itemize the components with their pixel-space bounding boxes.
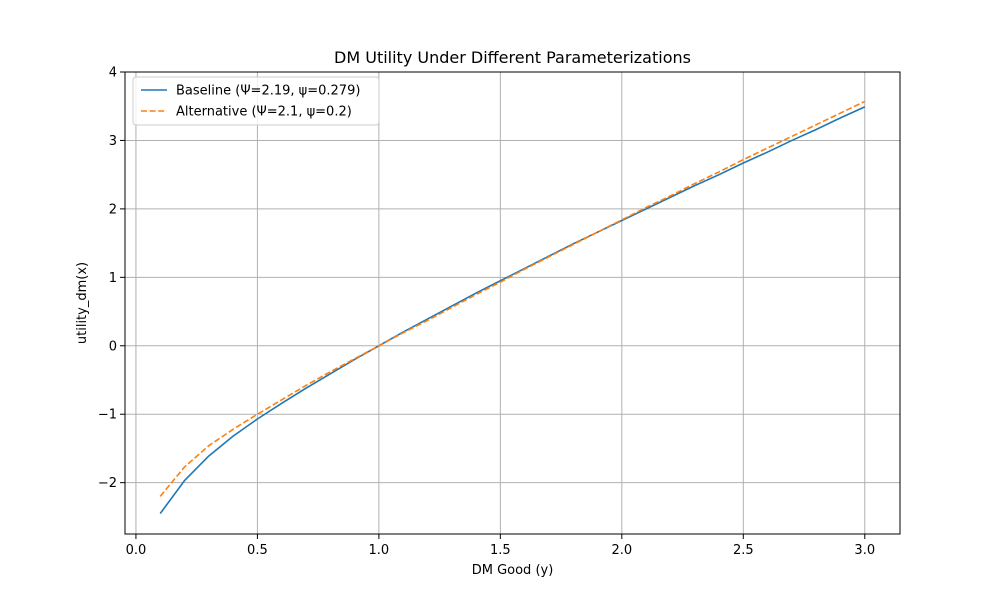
series-line-baseline: [159, 106, 866, 514]
series-layer: [159, 100, 866, 514]
axes-frame: [124, 71, 901, 535]
grid-layer: [125, 71, 900, 534]
y-tick-label: −2: [98, 476, 117, 491]
series-line-alternative: [159, 100, 866, 497]
x-tick-label: 0.5: [247, 543, 268, 558]
x-tick-label: 1.5: [490, 543, 511, 558]
legend: Baseline (Ψ=2.19, ψ=0.279) Alternative (…: [132, 76, 380, 126]
y-tick-label: 3: [109, 134, 117, 149]
x-tick-label: 3.0: [854, 543, 875, 558]
x-tick-label: 1.0: [369, 543, 390, 558]
x-axis-label: DM Good (y): [472, 563, 554, 578]
x-tick-label: 0.0: [126, 543, 147, 558]
x-tick-label: 2.0: [611, 543, 632, 558]
legend-label-baseline: Baseline (Ψ=2.19, ψ=0.279): [176, 84, 360, 99]
y-axis-label: utility_dm(x): [75, 262, 90, 344]
y-tick-label: 1: [109, 271, 117, 286]
y-tick-label: 4: [109, 66, 117, 81]
y-tick-label: 0: [109, 339, 117, 354]
chart-title: DM Utility Under Different Parameterizat…: [334, 48, 691, 67]
y-tick-label: −1: [98, 408, 117, 423]
y-tick-label: 2: [109, 202, 117, 217]
ticks-layer: 0.0 0.5 1.0 1.5 2.0 2.5 3.0 −2 −1 0 1 2 3 4: [98, 66, 875, 559]
legend-label-alternative: Alternative (Ψ=2.1, ψ=0.2): [176, 105, 352, 120]
x-tick-label: 2.5: [733, 543, 754, 558]
legend-box: [132, 76, 380, 126]
